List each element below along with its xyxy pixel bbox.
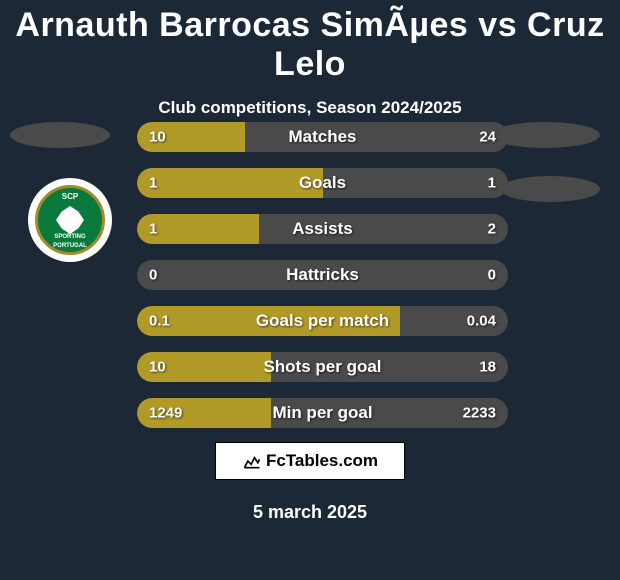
- page-subtitle: Club competitions, Season 2024/2025: [0, 98, 620, 118]
- fctables-icon: [242, 451, 262, 471]
- scp-text-mid: SPORTING: [54, 234, 85, 240]
- fctables-watermark: FcTables.com: [215, 442, 405, 480]
- comparison-chart: 1024Matches 11Goals 12Assists 00Hattricks 0.…: [137, 122, 508, 444]
- stat-bar: 11Goals: [137, 168, 508, 198]
- stat-bar: 12Assists: [137, 214, 508, 244]
- scp-text-top: SCP: [62, 192, 78, 201]
- stat-label: Hattricks: [137, 265, 508, 285]
- stat-label: Assists: [137, 219, 508, 239]
- stat-label: Matches: [137, 127, 508, 147]
- stat-bar: 1024Matches: [137, 122, 508, 152]
- scp-text-bottom: PORTUGAL: [53, 243, 87, 249]
- scp-badge: SCP SPORTING PORTUGAL: [28, 178, 112, 262]
- stat-label: Goals: [137, 173, 508, 193]
- page-title: Arnauth Barrocas SimÃµes vs Cruz Lelo: [0, 0, 620, 84]
- scp-badge-inner: SCP SPORTING PORTUGAL: [35, 185, 105, 255]
- stat-bar: 0.10.04Goals per match: [137, 306, 508, 336]
- stat-label: Min per goal: [137, 403, 508, 423]
- stat-bar: 00Hattricks: [137, 260, 508, 290]
- stat-bar: 12492233Min per goal: [137, 398, 508, 428]
- stat-bar: 1018Shots per goal: [137, 352, 508, 382]
- right-badge-ellipse-bottom: [500, 176, 600, 202]
- scp-lion-icon: [56, 206, 84, 234]
- left-badge-ellipse: [10, 122, 110, 148]
- date-label: 5 march 2025: [0, 502, 620, 523]
- stat-label: Goals per match: [137, 311, 508, 331]
- fctables-text: FcTables.com: [266, 451, 378, 471]
- stat-label: Shots per goal: [137, 357, 508, 377]
